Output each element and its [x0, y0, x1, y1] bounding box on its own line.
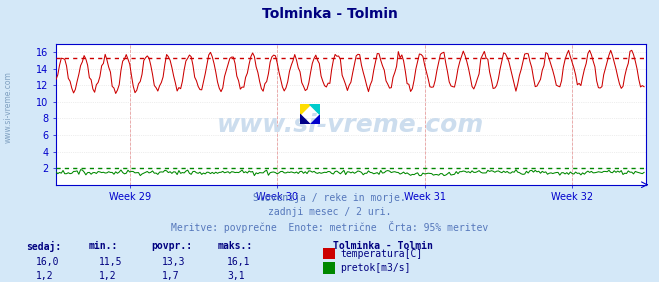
Text: 11,5: 11,5 — [99, 257, 123, 266]
Polygon shape — [300, 104, 310, 114]
Text: min.:: min.: — [89, 241, 119, 251]
Text: Slovenija / reke in morje.: Slovenija / reke in morje. — [253, 193, 406, 203]
Polygon shape — [310, 104, 320, 114]
Text: 1,2: 1,2 — [36, 271, 54, 281]
Polygon shape — [300, 114, 310, 124]
Text: maks.:: maks.: — [217, 241, 252, 251]
Text: 16,1: 16,1 — [227, 257, 251, 266]
Text: www.si-vreme.com: www.si-vreme.com — [217, 113, 484, 138]
Text: sedaj:: sedaj: — [26, 241, 61, 252]
Text: www.si-vreme.com: www.si-vreme.com — [3, 71, 13, 143]
Polygon shape — [310, 114, 320, 124]
Text: Tolminka - Tolmin: Tolminka - Tolmin — [333, 241, 433, 251]
Text: 16,0: 16,0 — [36, 257, 60, 266]
Text: 3,1: 3,1 — [227, 271, 245, 281]
Text: temperatura[C]: temperatura[C] — [340, 249, 422, 259]
Text: pretok[m3/s]: pretok[m3/s] — [340, 263, 411, 273]
Text: 1,2: 1,2 — [99, 271, 117, 281]
Text: 1,7: 1,7 — [161, 271, 179, 281]
Text: Meritve: povprečne  Enote: metrične  Črta: 95% meritev: Meritve: povprečne Enote: metrične Črta:… — [171, 221, 488, 233]
Text: zadnji mesec / 2 uri.: zadnji mesec / 2 uri. — [268, 207, 391, 217]
Text: Tolminka - Tolmin: Tolminka - Tolmin — [262, 7, 397, 21]
Text: 13,3: 13,3 — [161, 257, 185, 266]
Text: povpr.:: povpr.: — [152, 241, 192, 251]
